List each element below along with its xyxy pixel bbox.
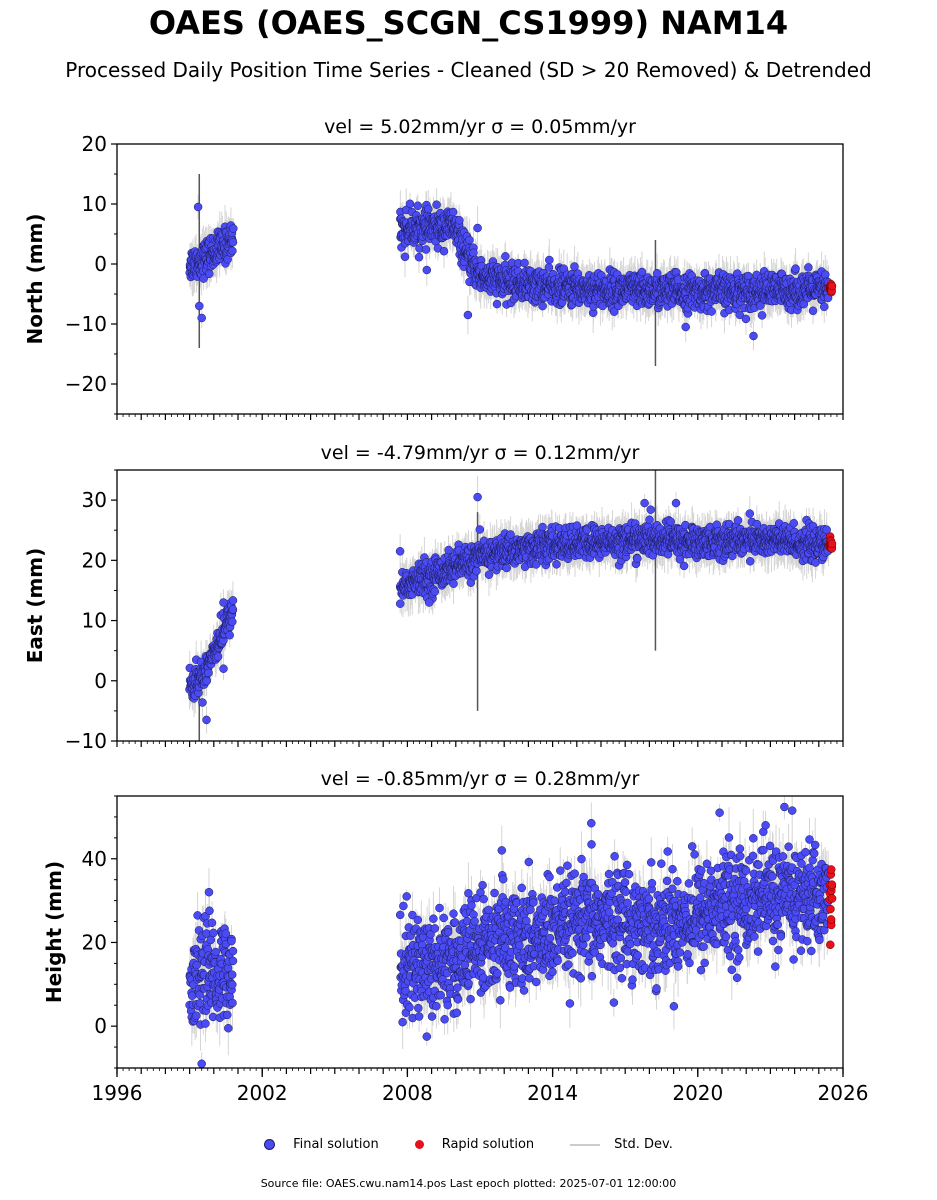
final-point (637, 267, 647, 277)
final-point (422, 265, 432, 275)
chart-subtitle: Processed Daily Position Time Series - C… (65, 58, 872, 82)
final-point (424, 204, 433, 214)
final-point (413, 201, 423, 211)
final-point (545, 255, 554, 265)
final-point (400, 252, 410, 262)
y-tick-label: 0 (94, 252, 107, 276)
final-point (229, 224, 238, 233)
final-point (492, 299, 502, 309)
final-point (469, 248, 478, 258)
std-dev-bars (188, 475, 830, 734)
final-point (228, 238, 238, 247)
final-point (193, 202, 203, 212)
panel-title: vel = 5.02mm/yr σ = 0.05mm/yr (324, 116, 636, 138)
final-point (439, 246, 449, 256)
y-tick-label: −20 (65, 372, 107, 396)
final-point (432, 200, 441, 209)
plot-area (185, 174, 837, 366)
final-point (570, 262, 579, 271)
rapid-point (827, 281, 837, 291)
final-point (421, 245, 431, 254)
plot-area (185, 470, 837, 741)
final-point (791, 264, 800, 273)
final-point (205, 269, 214, 279)
final-point (808, 306, 818, 316)
final-point (197, 313, 206, 323)
chart-title: OAES (OAES_SCGN_CS1999) NAM14 (148, 4, 789, 42)
final-point (538, 301, 547, 311)
final-point (707, 307, 716, 316)
final-point (756, 301, 765, 310)
final-point (609, 307, 619, 316)
final-point (819, 302, 829, 312)
final-point (473, 223, 482, 233)
final-point (821, 270, 830, 279)
rapid-solution-points (825, 279, 837, 297)
y-axis-label: North (mm) (23, 213, 47, 344)
y-tick-label: 20 (82, 132, 107, 156)
final-point (652, 268, 662, 278)
y-tick-label: 10 (82, 192, 107, 216)
final-point (195, 301, 204, 311)
final-point (501, 252, 510, 261)
final-point (463, 310, 473, 320)
final-point (414, 252, 424, 262)
final-point (757, 311, 767, 320)
final-point (448, 207, 458, 217)
final-point (681, 322, 690, 332)
final-point (405, 199, 415, 209)
final-point (520, 258, 529, 268)
final-point (741, 314, 751, 324)
final-point (228, 246, 237, 256)
final-point (465, 235, 474, 245)
final-point (804, 263, 813, 272)
final-point (735, 310, 744, 320)
final-point (455, 216, 464, 225)
y-tick-label: −10 (65, 312, 107, 336)
final-point (749, 331, 758, 341)
final-point (199, 274, 208, 283)
